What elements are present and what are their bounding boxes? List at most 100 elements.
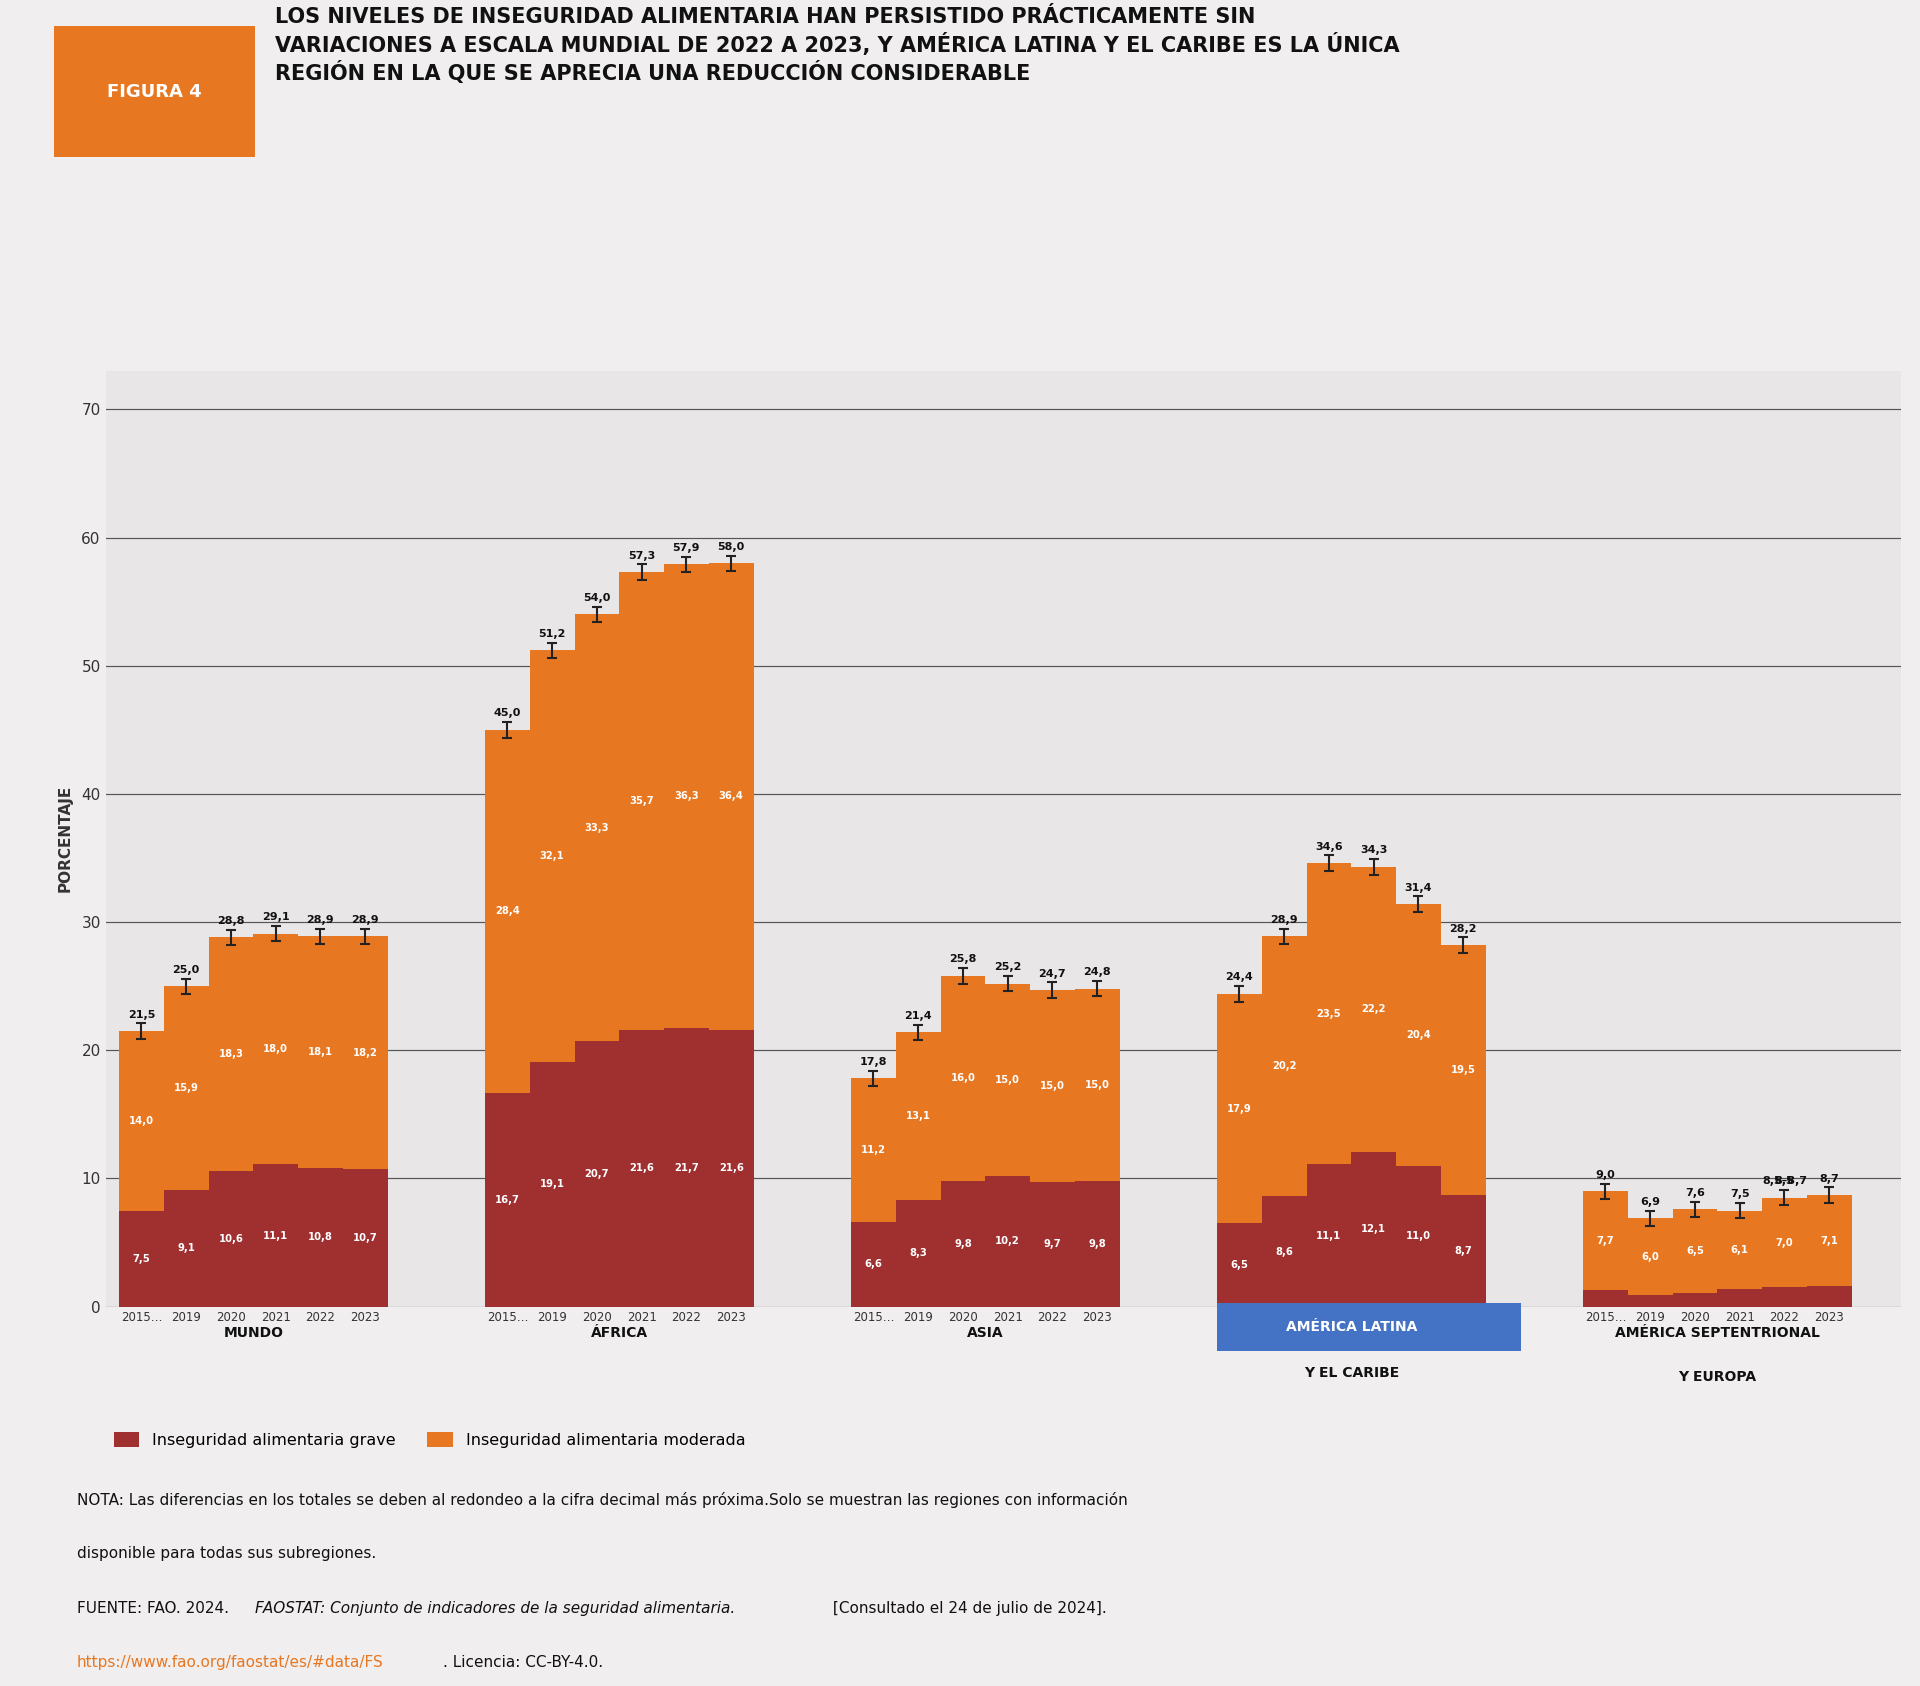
Text: 15,9: 15,9	[173, 1082, 198, 1093]
Text: 9,8: 9,8	[1089, 1239, 1106, 1249]
Text: 34,3: 34,3	[1359, 845, 1388, 855]
Bar	[1582, 1290, 1628, 1307]
Y-axis label: PORCENTAJE: PORCENTAJE	[58, 786, 73, 892]
FancyBboxPatch shape	[54, 25, 255, 157]
Text: 11,2: 11,2	[860, 1145, 885, 1155]
Bar	[119, 1211, 163, 1307]
Text: 28,9: 28,9	[307, 915, 334, 924]
Bar	[941, 976, 985, 1180]
Bar	[253, 1165, 298, 1307]
Text: 9,8: 9,8	[954, 1239, 972, 1249]
Text: 21,6: 21,6	[630, 1163, 655, 1173]
Bar	[1716, 1211, 1763, 1288]
Bar	[1075, 1180, 1119, 1307]
Text: 34,6: 34,6	[1315, 841, 1342, 851]
Bar	[1440, 1195, 1486, 1307]
Text: 35,7: 35,7	[630, 796, 655, 806]
Text: 20,7: 20,7	[586, 1168, 609, 1179]
Text: 57,3: 57,3	[628, 551, 655, 561]
Text: 28,9: 28,9	[1271, 915, 1298, 924]
Text: MUNDO: MUNDO	[223, 1327, 284, 1340]
Text: 15,0: 15,0	[1085, 1081, 1110, 1089]
Bar	[119, 1032, 163, 1211]
Text: 21,4: 21,4	[904, 1012, 931, 1020]
Text: 6,5: 6,5	[1686, 1246, 1703, 1256]
Bar	[1261, 936, 1306, 1197]
Bar	[486, 1093, 530, 1307]
Bar	[1716, 1288, 1763, 1307]
Text: ÁFRICA: ÁFRICA	[591, 1327, 647, 1340]
Bar	[897, 1032, 941, 1200]
Text: 28,4: 28,4	[495, 905, 520, 915]
Text: 24,7: 24,7	[1039, 968, 1066, 978]
Bar	[1672, 1209, 1716, 1293]
Text: 51,2: 51,2	[538, 629, 566, 639]
Text: 36,4: 36,4	[718, 791, 743, 801]
Text: AMÉRICA SEPTENTRIONAL: AMÉRICA SEPTENTRIONAL	[1615, 1327, 1820, 1340]
Text: 6,1: 6,1	[1730, 1244, 1749, 1254]
Text: 11,1: 11,1	[263, 1231, 288, 1241]
Bar	[664, 565, 708, 1028]
Bar	[298, 1168, 344, 1307]
Text: 10,7: 10,7	[353, 1232, 378, 1243]
Text: 14,0: 14,0	[129, 1116, 154, 1126]
Text: 45,0: 45,0	[493, 708, 520, 718]
Bar	[1306, 1165, 1352, 1307]
Text: 8,7: 8,7	[1820, 1173, 1839, 1184]
Text: LOS NIVELES DE INSEGURIDAD ALIMENTARIA HAN PERSISTIDO PRÁCTICAMENTE SIN
VARIACIO: LOS NIVELES DE INSEGURIDAD ALIMENTARIA H…	[275, 7, 1400, 84]
Bar	[941, 1180, 985, 1307]
Text: Y EUROPA: Y EUROPA	[1678, 1371, 1757, 1384]
Text: 31,4: 31,4	[1405, 883, 1432, 892]
Text: 8,6: 8,6	[1275, 1246, 1292, 1256]
Bar	[344, 936, 388, 1170]
Text: 11,0: 11,0	[1405, 1231, 1430, 1241]
Text: 25,2: 25,2	[995, 963, 1021, 973]
Bar	[1807, 1286, 1851, 1307]
Text: 7,0: 7,0	[1776, 1238, 1793, 1248]
Bar	[1261, 1197, 1306, 1307]
Bar	[1217, 993, 1261, 1224]
Text: 9,7: 9,7	[1044, 1239, 1062, 1249]
Bar	[1582, 1192, 1628, 1290]
Text: 29,1: 29,1	[261, 912, 290, 922]
Text: 7,5: 7,5	[1730, 1189, 1749, 1199]
Text: 8,5–8,7: 8,5–8,7	[1763, 1177, 1807, 1187]
Text: 18,3: 18,3	[219, 1049, 244, 1059]
Text: 28,9: 28,9	[351, 915, 378, 924]
Bar	[1763, 1288, 1807, 1307]
Bar	[985, 983, 1029, 1175]
Text: 8,3: 8,3	[910, 1248, 927, 1258]
Text: 36,3: 36,3	[674, 791, 699, 801]
Bar	[1396, 1165, 1440, 1307]
Text: 18,0: 18,0	[263, 1044, 288, 1054]
Text: 20,2: 20,2	[1271, 1060, 1296, 1071]
Text: 7,7: 7,7	[1597, 1236, 1615, 1246]
Text: 25,8: 25,8	[948, 954, 977, 964]
Bar	[1029, 990, 1075, 1182]
Text: 15,0: 15,0	[1041, 1081, 1066, 1091]
Text: 6,5: 6,5	[1231, 1259, 1248, 1270]
Bar	[897, 1200, 941, 1307]
Text: 8,7: 8,7	[1453, 1246, 1473, 1256]
Bar	[574, 1042, 620, 1307]
Text: 21,5: 21,5	[129, 1010, 156, 1020]
Text: FAOSTAT: Conjunto de indicadores de la seguridad alimentaria.: FAOSTAT: Conjunto de indicadores de la s…	[255, 1600, 735, 1615]
Text: 6,6: 6,6	[864, 1259, 883, 1270]
Text: FUENTE: FAO. 2024.: FUENTE: FAO. 2024.	[77, 1600, 234, 1615]
Text: 15,0: 15,0	[995, 1074, 1020, 1084]
Bar	[1352, 867, 1396, 1152]
Text: ASIA: ASIA	[968, 1327, 1004, 1340]
Bar	[1628, 1295, 1672, 1307]
Bar	[574, 614, 620, 1042]
Bar	[708, 563, 753, 1030]
Text: 16,7: 16,7	[495, 1195, 520, 1204]
Text: 32,1: 32,1	[540, 851, 564, 862]
Text: 19,1: 19,1	[540, 1179, 564, 1189]
Legend: Inseguridad alimentaria grave, Inseguridad alimentaria moderada: Inseguridad alimentaria grave, Insegurid…	[113, 1431, 745, 1448]
Text: 33,3: 33,3	[586, 823, 609, 833]
Text: 28,2: 28,2	[1450, 924, 1476, 934]
Bar	[163, 986, 209, 1190]
Text: 17,8: 17,8	[860, 1057, 887, 1067]
Bar	[1217, 1224, 1261, 1307]
Bar	[1628, 1219, 1672, 1295]
